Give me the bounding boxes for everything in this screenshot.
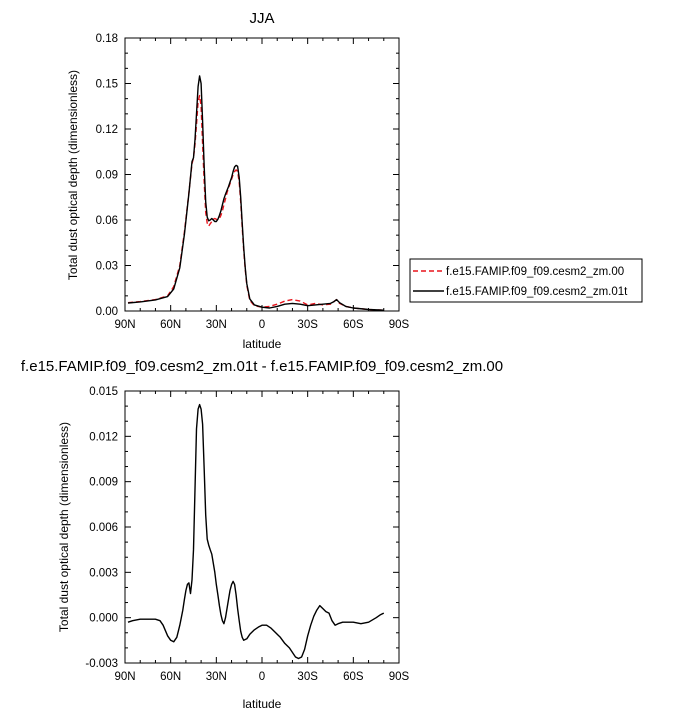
top-ytick-label: 0.18: [96, 33, 118, 45]
bottom-ytick-label: 0.003: [89, 567, 118, 579]
top-chart-frame: [124, 37, 400, 312]
top-chart-ylabel: Total dust optical depth (dimensionless): [66, 70, 80, 280]
bottom-chart-xlabel: latitude: [243, 697, 282, 711]
top-ytick-label: 0.06: [96, 215, 118, 227]
bottom-xtick-label: 90S: [389, 671, 410, 683]
bottom-xtick-label: 0: [259, 671, 265, 683]
bottom-chart-ylabel: Total dust optical depth (dimensionless): [57, 422, 71, 632]
top-chart-ticks: 0.00 0.03 0.06 0.09 0.12 0.15 0.18 90N 60N 30N 0 30…: [96, 33, 410, 331]
top-chart-legend: f.e15.FAMIP.f09_f09.cesm2_zm.00 f.e15.FA…: [409, 258, 643, 303]
bottom-xtick-label: 30S: [297, 671, 318, 683]
top-ytick-label: 0.00: [96, 306, 118, 318]
top-chart: JJA Total dust optical depth (dimensionl…: [66, 10, 643, 351]
bottom-ytick-label: 0.009: [89, 477, 118, 489]
top-xtick-label: 60S: [343, 319, 364, 331]
bottom-chart-title: f.e15.FAMIP.f09_f09.cesm2_zm.01t - f.e15…: [21, 358, 503, 375]
top-series-line-0: [127, 94, 384, 311]
top-ytick-label: 0.03: [96, 261, 118, 273]
bottom-ytick-label: 0.006: [89, 522, 118, 534]
top-xtick-label: 30S: [297, 319, 318, 331]
bottom-chart: f.e15.FAMIP.f09_f09.cesm2_zm.01t - f.e15…: [21, 358, 503, 711]
top-chart-title: JJA: [249, 10, 274, 27]
top-series-line-1: [127, 75, 384, 311]
bottom-ytick-label: 0.012: [89, 431, 118, 443]
top-chart-xlabel: latitude: [243, 337, 282, 351]
bottom-xtick-label: 90N: [114, 671, 135, 683]
bottom-xtick-label: 60S: [343, 671, 364, 683]
bottom-ytick-label: 0.000: [89, 613, 118, 625]
bottom-xtick-label: 30N: [206, 671, 227, 683]
top-xtick-label: 90N: [114, 319, 135, 331]
top-chart-series: [127, 75, 384, 311]
bottom-xtick-label: 60N: [160, 671, 181, 683]
top-xtick-label: 90S: [389, 319, 410, 331]
top-ytick-label: 0.15: [96, 79, 118, 91]
top-ytick-label: 0.12: [96, 124, 118, 136]
top-xtick-label: 60N: [160, 319, 181, 331]
legend-box: [409, 258, 643, 303]
top-xtick-label: 0: [259, 319, 265, 331]
top-xtick-label: 30N: [206, 319, 227, 331]
legend-label-00: f.e15.FAMIP.f09_f09.cesm2_zm.00: [446, 266, 624, 278]
bottom-series-line-0: [127, 403, 385, 660]
bottom-ytick-label: 0.015: [89, 386, 118, 398]
bottom-chart-series: [127, 403, 385, 660]
legend-label-01t: f.e15.FAMIP.f09_f09.cesm2_zm.01t: [446, 286, 628, 298]
top-ytick-label: 0.09: [96, 170, 118, 182]
bottom-ytick-label: -0.003: [85, 658, 118, 670]
bottom-chart-frame: [124, 390, 400, 664]
